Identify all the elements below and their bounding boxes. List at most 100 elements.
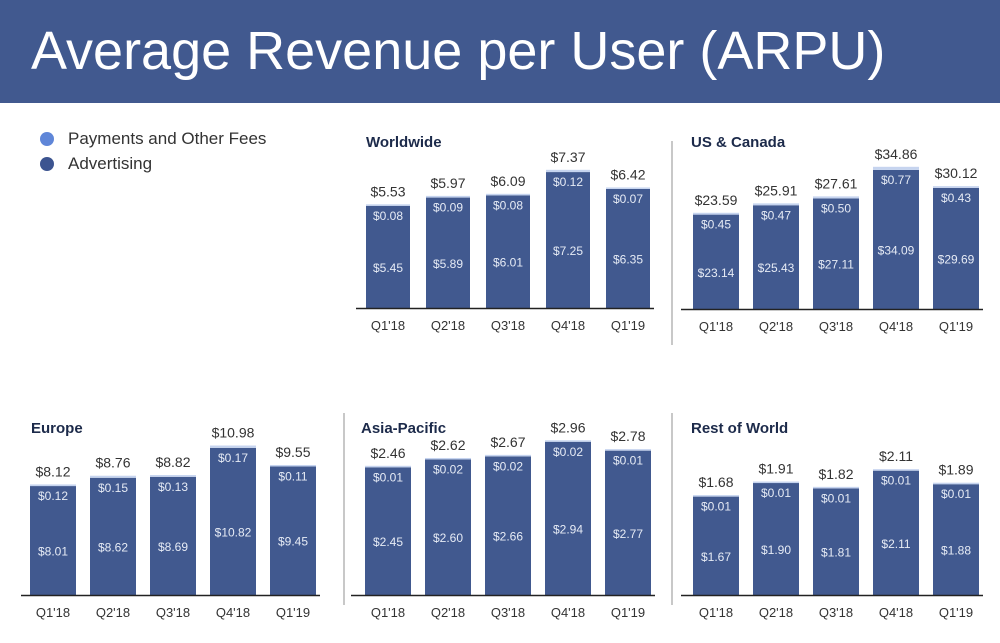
payments-label: $0.01 — [881, 474, 911, 488]
payments-label: $0.12 — [553, 175, 583, 189]
payments-bar — [426, 195, 470, 198]
advertising-bar — [30, 486, 76, 595]
payments-label: $0.01 — [701, 500, 731, 514]
x-tick-label: Q2'18 — [759, 319, 793, 334]
total-label: $34.86 — [875, 146, 918, 162]
advertising-label: $2.94 — [553, 522, 583, 536]
payments-label: $0.43 — [941, 191, 971, 205]
legend-item-advertising: Advertising — [40, 151, 266, 176]
advertising-legend-dot-icon — [40, 156, 54, 171]
advertising-bar — [813, 488, 859, 595]
x-tick-label: Q2'18 — [431, 605, 465, 620]
advertising-bar — [873, 470, 919, 595]
advertising-bar — [210, 447, 256, 595]
advertising-label: $9.45 — [278, 535, 308, 549]
chart-title: US & Canada — [691, 134, 786, 151]
total-label: $1.91 — [758, 461, 793, 477]
total-label: $1.89 — [938, 462, 973, 478]
payments-label: $0.11 — [278, 469, 307, 483]
advertising-bar — [546, 172, 590, 308]
payments-bar — [933, 482, 979, 485]
chart-europe: Europe $8.12 $0.12 $8.01 Q1'18 $8.76 $0.15 $8.6… — [21, 420, 320, 620]
legend-label: Payments and Other Fees — [68, 128, 267, 148]
total-label: $27.61 — [815, 175, 858, 191]
payments-bar — [693, 212, 739, 215]
payments-bar — [366, 204, 410, 206]
divider-bottom-left — [343, 413, 345, 605]
payments-label: $0.01 — [373, 470, 403, 484]
payments-bar — [150, 475, 196, 477]
advertising-label: $6.35 — [613, 252, 643, 266]
total-label: $2.62 — [430, 437, 465, 453]
payments-label: $0.01 — [761, 486, 791, 500]
payments-label: $0.15 — [98, 481, 128, 495]
total-label: $8.12 — [35, 463, 70, 479]
total-label: $2.78 — [610, 428, 645, 444]
x-tick-label: Q3'18 — [491, 605, 525, 620]
total-label: $23.59 — [695, 192, 738, 208]
payments-bar — [90, 475, 136, 478]
x-tick-label: Q2'18 — [759, 605, 793, 620]
payments-label: $0.77 — [881, 173, 911, 187]
advertising-label: $34.09 — [878, 243, 915, 257]
x-tick-label: Q3'18 — [819, 605, 853, 620]
total-label: $2.11 — [879, 448, 913, 464]
advertising-label: $5.45 — [373, 261, 403, 275]
advertising-bar — [425, 459, 471, 595]
advertising-bar — [933, 484, 979, 595]
payments-label: $0.01 — [821, 491, 851, 505]
total-label: $7.37 — [550, 149, 585, 165]
total-label: $25.91 — [755, 182, 798, 198]
payments-bar — [270, 464, 316, 467]
divider-bottom-right — [671, 413, 673, 605]
x-tick-label: Q2'18 — [96, 605, 130, 620]
total-label: $6.09 — [490, 173, 525, 189]
x-tick-label: Q4'18 — [551, 605, 585, 620]
payments-label: $0.02 — [493, 459, 523, 473]
payments-label: $0.02 — [553, 445, 583, 459]
payments-label: $0.13 — [158, 480, 188, 494]
payments-bar — [606, 187, 650, 189]
x-tick-label: Q3'18 — [491, 318, 525, 333]
total-label: $30.12 — [935, 165, 978, 181]
advertising-bar — [90, 477, 136, 595]
advertising-label: $7.25 — [553, 244, 583, 258]
total-label: $2.46 — [370, 445, 405, 461]
x-tick-label: Q1'19 — [611, 318, 645, 333]
payments-bar — [813, 486, 859, 489]
payments-bar — [753, 203, 799, 206]
payments-bar — [546, 169, 590, 173]
advertising-label: $1.88 — [941, 544, 971, 558]
payments-bar — [753, 481, 799, 484]
payments-bar — [210, 445, 256, 448]
page-title: Average Revenue per User (ARPU) — [31, 21, 886, 81]
title-banner: Average Revenue per User (ARPU) — [0, 0, 1000, 103]
payments-label: $0.09 — [433, 201, 463, 215]
payments-bar — [30, 484, 76, 487]
advertising-bar — [693, 496, 739, 595]
advertising-label: $2.11 — [881, 537, 910, 551]
total-label: $6.42 — [610, 166, 645, 182]
payments-label: $0.47 — [761, 208, 791, 222]
chart-rest-of-world: Rest of World $1.68 $0.01 $1.67 Q1'18 $1.91 $0… — [681, 420, 983, 620]
advertising-label: $1.67 — [701, 550, 731, 564]
advertising-bar — [933, 187, 979, 309]
advertising-label: $6.01 — [493, 256, 523, 270]
x-tick-label: Q1'18 — [371, 605, 405, 620]
advertising-label: $1.81 — [821, 546, 851, 560]
advertising-bar — [366, 205, 410, 308]
payments-bar — [486, 193, 530, 196]
advertising-bar — [693, 214, 739, 309]
payments-label: $0.02 — [433, 462, 463, 476]
total-label: $8.82 — [155, 454, 190, 470]
payments-bar — [873, 166, 919, 170]
x-tick-label: Q4'18 — [879, 319, 913, 334]
payments-bar — [485, 454, 531, 457]
payments-legend-dot-icon — [40, 131, 54, 146]
advertising-bar — [606, 188, 650, 308]
advertising-bar — [270, 466, 316, 595]
advertising-bar — [813, 198, 859, 309]
payments-label: $0.01 — [613, 454, 643, 468]
payments-bar — [933, 186, 979, 188]
advertising-bar — [753, 205, 799, 309]
